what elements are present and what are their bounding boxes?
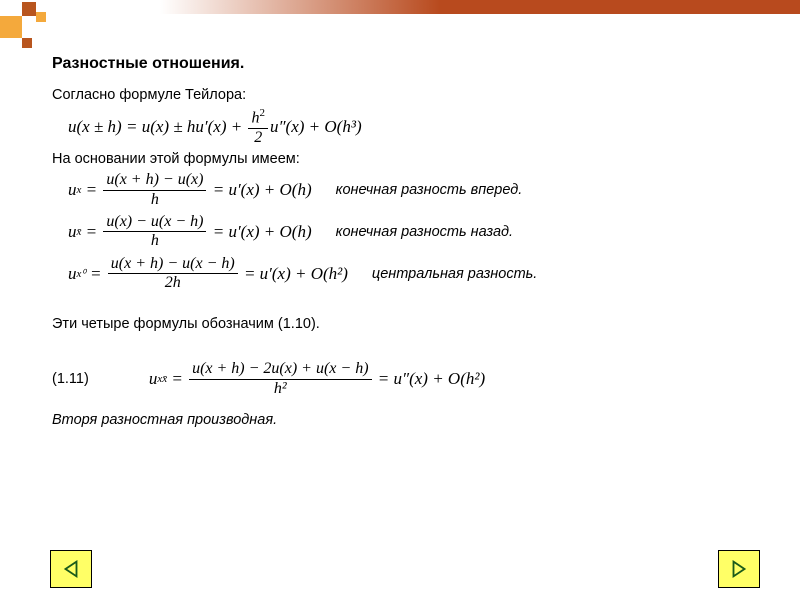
basis-line: На основании этой формулы имеем: (52, 151, 760, 167)
summary-line: Эти четыре формулы обозначим (1.10). (52, 316, 760, 332)
taylor-lhs: u(x ± h) (68, 117, 122, 137)
arrow-left-icon (60, 558, 82, 580)
difference-formula-1: ux̄ = u(x) − u(x − h)h = u′(x) + O(h)кон… (68, 213, 760, 251)
taylor-t3: u″(x) (270, 117, 304, 137)
second-deriv-label: Вторя разностная производная. (52, 412, 760, 428)
second-derivative-formula: uxx̄ = u(x + h) − 2u(x) + u(x − h) h² = … (149, 360, 485, 398)
taylor-frac: h2 2 (248, 107, 268, 147)
taylor-t4: O(h³) (324, 117, 361, 137)
slide-top-border (0, 0, 800, 14)
deco-square (22, 38, 32, 48)
difference-formula-2: ux⁰ = u(x + h) − u(x − h)2h = u′(x) + O(… (68, 255, 760, 293)
next-button[interactable] (718, 550, 760, 588)
deco-square (22, 2, 36, 16)
diff-label: конечная разность вперед. (336, 182, 523, 198)
taylor-intro-text: Согласно формуле Тейлора: (52, 87, 760, 103)
diff-label: центральная разность. (372, 266, 537, 282)
difference-formula-0: ux = u(x + h) − u(x)h = u′(x) + O(h)коне… (68, 171, 760, 209)
taylor-t2: ± hu′(x) (173, 117, 226, 137)
deco-square (0, 16, 22, 38)
slide-heading: Разностные отношения. (52, 55, 760, 73)
corner-decoration (0, 0, 120, 60)
deco-square (32, 26, 44, 38)
prev-button[interactable] (50, 550, 92, 588)
equation-ref: (1.11) (52, 371, 89, 387)
arrow-right-icon (728, 558, 750, 580)
slide-content: Разностные отношения. Согласно формуле Т… (52, 55, 760, 432)
diff-label: конечная разность назад. (336, 224, 513, 240)
taylor-formula: u(x ± h) = u(x) ± hu′(x) + h2 2 u″(x) + … (68, 107, 760, 147)
taylor-t1: u(x) (142, 117, 169, 137)
deco-square (36, 12, 46, 22)
